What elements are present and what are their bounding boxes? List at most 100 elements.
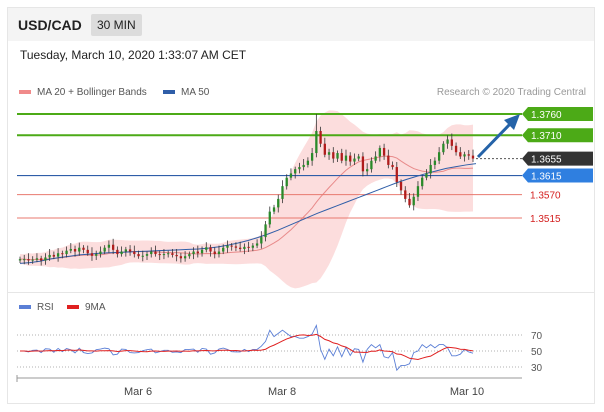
candle-body <box>69 248 72 251</box>
candle-body <box>332 152 335 159</box>
candle-body <box>61 253 64 255</box>
x-tick-label-mar-6: Mar 6 <box>124 386 152 398</box>
candle-body <box>454 145 458 153</box>
candle-body <box>124 249 127 252</box>
candle-body <box>137 254 140 257</box>
candle-body <box>222 247 225 252</box>
candle-body <box>238 247 242 249</box>
candle-body <box>463 154 466 157</box>
candle-body <box>471 155 475 159</box>
candle-body <box>95 254 98 256</box>
candle-body <box>294 169 297 174</box>
candle-body <box>162 254 166 256</box>
price-tag-text-1-3655: 1.3655 <box>531 155 562 166</box>
candle-body <box>40 258 43 261</box>
price-tag-text-1-3615: 1.3615 <box>531 172 562 183</box>
candle-body <box>289 173 293 178</box>
price-tag-1-3710 <box>522 128 593 143</box>
candle-body <box>416 186 420 197</box>
candle-body <box>260 237 263 244</box>
candle-body <box>340 153 343 161</box>
candle-body <box>353 158 356 162</box>
price-tag-1-3615 <box>522 168 593 183</box>
candle-body <box>103 247 106 252</box>
candle-body <box>116 249 119 255</box>
candle-body <box>370 160 373 170</box>
candle-body <box>306 160 310 165</box>
candle-body <box>450 139 453 146</box>
rsi-9ma-line <box>20 333 474 361</box>
price-label-1-3515: 1.3515 <box>530 214 561 225</box>
candle-body <box>99 251 102 255</box>
candle-body <box>366 169 369 172</box>
candle-body <box>319 130 322 144</box>
legend-ma20: MA 20 + Bollinger Bands <box>19 87 147 98</box>
candle-body <box>315 130 318 154</box>
candle-body <box>374 156 377 161</box>
candle-body <box>18 259 22 261</box>
legend-ma50: MA 50 <box>163 87 209 98</box>
chart-datetime: Tuesday, March 10, 2020 1:33:07 AM CET <box>20 48 247 62</box>
candle-body <box>73 248 77 252</box>
candle-body <box>251 245 255 248</box>
price-tag-text-1-3710: 1.3710 <box>531 131 562 142</box>
timeframe-badge[interactable]: 30 MIN <box>91 14 142 36</box>
candle-body <box>281 186 284 199</box>
candle-body <box>264 224 267 238</box>
candle-body <box>183 256 187 259</box>
x-tick-label-mar-8: Mar 8 <box>268 386 296 398</box>
legend-ma20-swatch <box>19 90 31 95</box>
rsi-level-label-70: 70 <box>531 331 543 342</box>
legend-rsi-label: RSI <box>37 302 54 313</box>
candle-body <box>395 167 398 182</box>
candle-body <box>298 167 301 170</box>
candle-body <box>65 250 68 255</box>
candle-body <box>31 259 34 261</box>
forecast-arrowhead <box>504 114 520 130</box>
candle-body <box>179 256 183 259</box>
price-tag-text-1-3760: 1.3760 <box>531 110 562 121</box>
x-tick-label-mar-10: Mar 10 <box>450 386 484 398</box>
candle-body <box>277 198 280 208</box>
candle-body <box>167 253 170 255</box>
candle-body <box>243 246 246 249</box>
candle-body <box>357 156 360 159</box>
candle-body <box>467 154 470 156</box>
candle-body <box>217 251 221 255</box>
candle-body <box>310 153 314 161</box>
candle-body <box>421 177 424 187</box>
candle-body <box>226 245 229 248</box>
candle-body <box>255 243 259 246</box>
candle-body <box>188 254 191 257</box>
candle-body <box>56 253 60 257</box>
candle-body <box>230 245 233 247</box>
candle-body <box>425 173 428 178</box>
candle-body <box>82 247 85 250</box>
credit-text: Research © 2020 Trading Central <box>436 87 586 98</box>
price-label-1-3570: 1.3570 <box>530 191 561 202</box>
panel-divider <box>8 292 594 293</box>
candle-body <box>120 251 123 255</box>
candle-body <box>327 152 331 155</box>
candle-body <box>52 254 56 257</box>
candle-body <box>27 259 30 261</box>
legend-rsi-swatch <box>19 305 31 310</box>
candle-body <box>128 249 132 252</box>
candle-body <box>133 251 136 255</box>
candle-body <box>412 196 415 206</box>
rsi-level-label-30: 30 <box>531 363 543 374</box>
candle-body <box>323 143 326 155</box>
candle-body <box>86 249 89 254</box>
candle-body <box>268 211 271 225</box>
legend-ma50-swatch <box>163 90 175 95</box>
candle-body <box>387 155 390 165</box>
candle-body <box>200 249 204 254</box>
candle-body <box>459 152 462 157</box>
candle-body <box>154 251 157 255</box>
candle-body <box>408 198 411 206</box>
candle-body <box>446 139 449 144</box>
chart-header: USD/CAD 30 MIN <box>8 8 594 41</box>
candle-body <box>234 246 238 248</box>
candle-body <box>213 251 216 255</box>
